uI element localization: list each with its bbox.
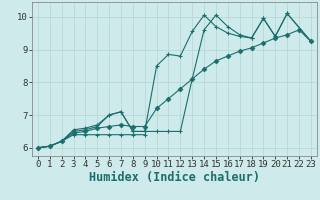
X-axis label: Humidex (Indice chaleur): Humidex (Indice chaleur) xyxy=(89,171,260,184)
